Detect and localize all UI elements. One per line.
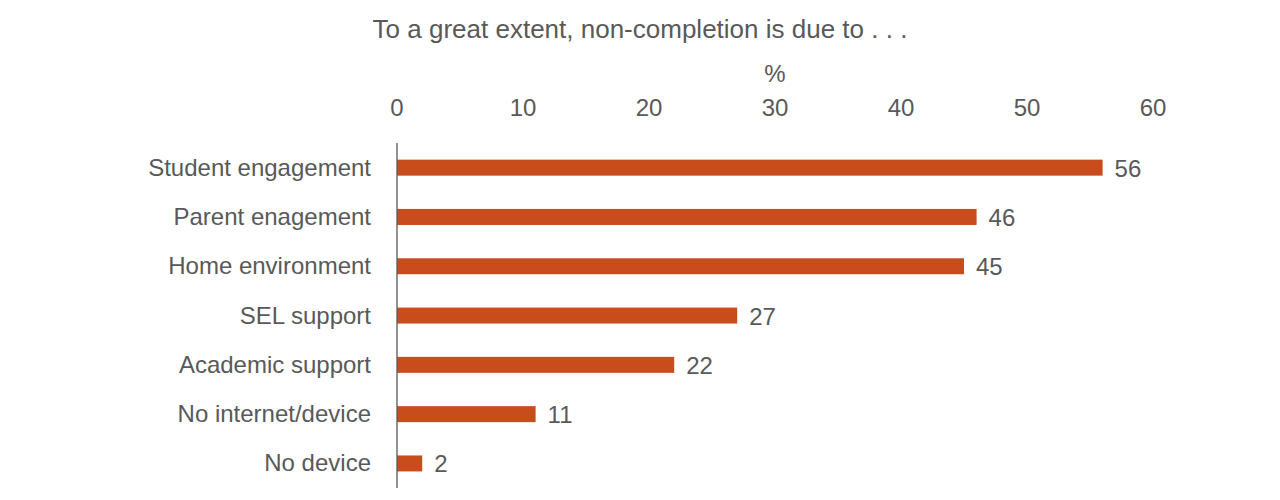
category-label: Academic support <box>179 351 371 378</box>
bar <box>397 258 964 274</box>
title: To a great extent, non-completion is due… <box>373 14 908 44</box>
data-label: 56 <box>1115 155 1142 182</box>
category-label: Parent enagement <box>174 203 372 230</box>
data-label: 22 <box>686 352 713 379</box>
bar <box>397 455 422 471</box>
bar <box>397 406 536 422</box>
x-tick-label: 40 <box>888 94 915 121</box>
category-label: Home environment <box>168 252 371 279</box>
bar <box>397 308 737 324</box>
bar <box>397 209 977 225</box>
category-label: SEL support <box>240 302 372 329</box>
category-label: No device <box>264 449 371 476</box>
data-label: 46 <box>989 204 1016 231</box>
bars <box>397 160 1103 472</box>
x-tick-label: 10 <box>510 94 537 121</box>
axis-line <box>396 143 397 488</box>
x-tick-label: 30 <box>762 94 789 121</box>
bar <box>397 357 674 373</box>
chart-svg: To a great extent, non-completion is due… <box>0 0 1280 500</box>
data-label: 45 <box>976 253 1003 280</box>
chart-container: To a great extent, non-completion is due… <box>0 0 1280 500</box>
x-axis-label: % <box>764 60 785 87</box>
bar <box>397 160 1103 176</box>
data-label: 2 <box>434 450 447 477</box>
x-tick-label: 60 <box>1140 94 1167 121</box>
x-tick-label: 0 <box>390 94 403 121</box>
x-tick-label: 50 <box>1014 94 1041 121</box>
x-tick-label: 20 <box>636 94 663 121</box>
data-label: 27 <box>749 303 776 330</box>
category-label: Student engagement <box>148 154 371 181</box>
data-label: 11 <box>548 401 573 428</box>
category-label: No internet/device <box>178 400 371 427</box>
